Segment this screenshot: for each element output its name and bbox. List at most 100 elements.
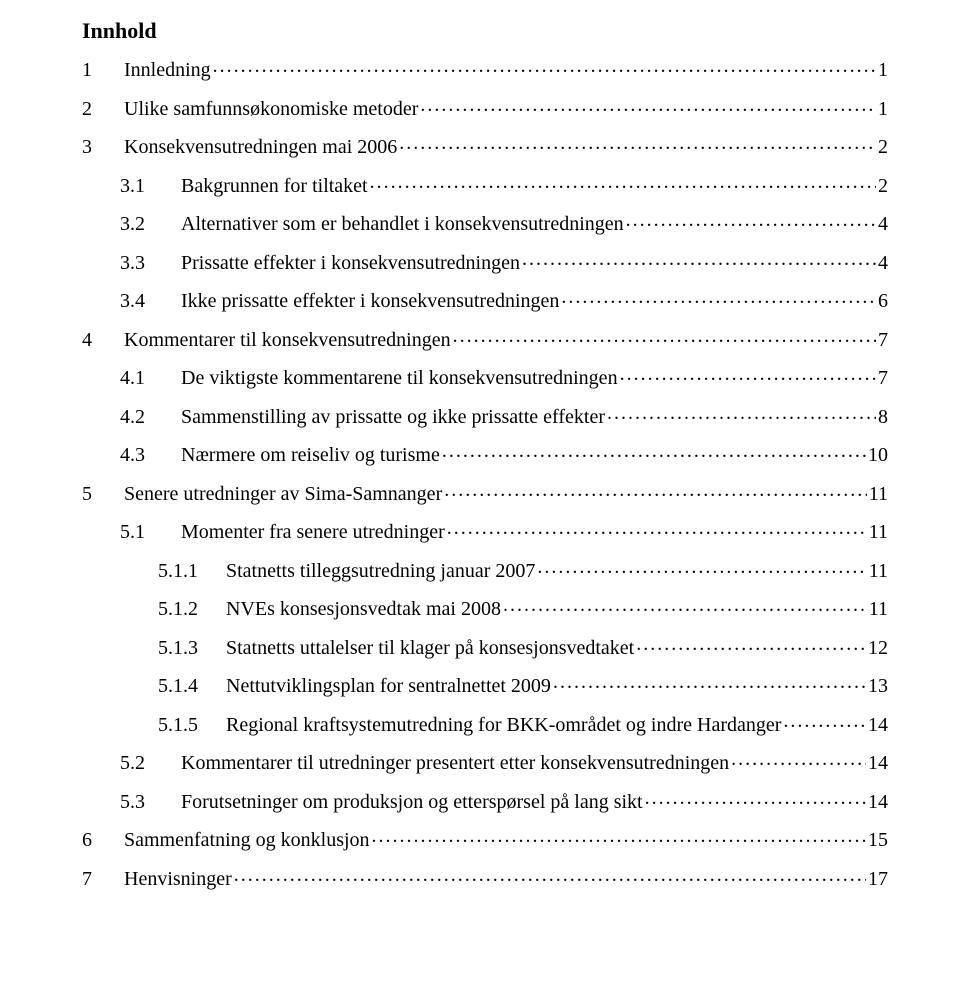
- toc-leader-dots: [453, 326, 876, 346]
- toc-entry-page: 12: [868, 638, 888, 658]
- toc-entry-number: 3: [82, 137, 92, 157]
- toc-entry-label: Statnetts tilleggsutredning januar 2007: [226, 561, 535, 581]
- toc-entry-label: Statnetts uttalelser til klager på konse…: [226, 638, 634, 658]
- toc-entry-number: 5.1.2: [158, 599, 198, 619]
- toc-leader-dots: [447, 518, 867, 538]
- toc-entry: 4.2Sammenstilling av prissatte og ikke p…: [82, 403, 888, 427]
- toc-entry: 5Senere utredninger av Sima-Samnanger 11: [82, 480, 888, 504]
- toc-entry: 3.4 Ikke prissatte effekter i konsekvensu…: [82, 287, 888, 311]
- toc-leader-dots: [444, 480, 867, 500]
- toc-entry-number: 5.1: [120, 522, 145, 542]
- toc-entry-number: 4.2: [120, 407, 145, 427]
- toc-entry-page: 7: [878, 330, 888, 350]
- toc-entry-number: 4.3: [120, 445, 145, 465]
- toc-entry-label: Kommentarer til konsekvensutredningen: [124, 330, 451, 350]
- toc-entry-page: 14: [868, 753, 888, 773]
- toc-leader-dots: [370, 172, 876, 192]
- toc-entry-label: Bakgrunnen for tiltaket: [181, 176, 368, 196]
- toc-entry-page: 14: [868, 792, 888, 812]
- toc-entry-number: 5.1.5: [158, 715, 198, 735]
- toc-entry: 5.2 Kommentarer til utredninger presenter…: [82, 749, 888, 773]
- toc-entry-label: Konsekvensutredningen mai 2006: [124, 137, 397, 157]
- toc-leader-dots: [399, 133, 876, 153]
- toc-entry-label: Forutsetninger om produksjon og etterspø…: [181, 792, 643, 812]
- toc-entry: 5.1.2 NVEs konsesjonsvedtak mai 2008 11: [82, 595, 888, 619]
- toc-entry: 5.1.5 Regional kraftsystemutredning for B…: [82, 711, 888, 735]
- toc-entry-page: 2: [878, 137, 888, 157]
- toc-entry-page: 2: [878, 176, 888, 196]
- toc-entry-page: 15: [868, 830, 888, 850]
- toc-entry-label: Innledning: [124, 60, 211, 80]
- toc-entry-page: 11: [869, 599, 888, 619]
- toc-container: 1Innledning 12Ulike samfunnsøkonomiske m…: [82, 56, 888, 889]
- toc-entry-page: 7: [878, 368, 888, 388]
- toc-entry-number: 1: [82, 60, 92, 80]
- toc-entry-label: Momenter fra senere utredninger: [181, 522, 445, 542]
- toc-entry-label: Prissatte effekter i konsekvensutredning…: [181, 253, 520, 273]
- toc-leader-dots: [620, 364, 876, 384]
- toc-entry-label: NVEs konsesjonsvedtak mai 2008: [226, 599, 501, 619]
- toc-entry: 5.1.4 Nettutviklingsplan for sentralnette…: [82, 672, 888, 696]
- toc-entry-label: Alternativer som er behandlet i konsekve…: [181, 214, 624, 234]
- toc-entry-number: 3.3: [120, 253, 145, 273]
- toc-entry-page: 10: [868, 445, 888, 465]
- toc-leader-dots: [645, 788, 866, 808]
- toc-entry-label: Ikke prissatte effekter i konsekvensutre…: [181, 291, 559, 311]
- toc-entry-label: Regional kraftsystemutredning for BKK-om…: [226, 715, 781, 735]
- toc-entry-page: 4: [878, 253, 888, 273]
- toc-entry-number: 4: [82, 330, 92, 350]
- toc-entry-page: 11: [869, 561, 888, 581]
- toc-leader-dots: [553, 672, 866, 692]
- toc-leader-dots: [503, 595, 867, 615]
- toc-entry-label: Nettutviklingsplan for sentralnettet 200…: [226, 676, 551, 696]
- toc-leader-dots: [234, 865, 866, 885]
- toc-entry: 4.1De viktigste kommentarene til konsekv…: [82, 364, 888, 388]
- toc-entry: 3.2 Alternativer som er behandlet i konse…: [82, 210, 888, 234]
- toc-entry-number: 5.1.3: [158, 638, 198, 658]
- toc-entry: 5.1.1 Statnetts tilleggsutredning januar …: [82, 557, 888, 581]
- toc-entry-number: 5: [82, 484, 92, 504]
- toc-leader-dots: [561, 287, 876, 307]
- toc-entry: 5.1Momenter fra senere utredninger 11: [82, 518, 888, 542]
- toc-entry-number: 6: [82, 830, 92, 850]
- toc-leader-dots: [537, 557, 866, 577]
- toc-entry-number: 3.2: [120, 214, 145, 234]
- toc-entry: 4 Kommentarer til konsekvensutredningen 7: [82, 326, 888, 350]
- toc-leader-dots: [420, 95, 876, 115]
- toc-entry: 4.3 Nærmere om reiseliv og turisme 10: [82, 441, 888, 465]
- toc-entry-page: 6: [878, 291, 888, 311]
- toc-leader-dots: [626, 210, 876, 230]
- toc-title: Innhold: [82, 18, 888, 44]
- toc-entry-page: 1: [878, 99, 888, 119]
- toc-entry-number: 5.1.1: [158, 561, 198, 581]
- toc-entry-label: Kommentarer til utredninger presentert e…: [181, 753, 729, 773]
- toc-entry-label: Ulike samfunnsøkonomiske metoder: [124, 99, 418, 119]
- toc-entry-number: 3.4: [120, 291, 145, 311]
- toc-leader-dots: [213, 56, 876, 76]
- toc-entry: 5.1.3 Statnetts uttalelser til klager på …: [82, 634, 888, 658]
- toc-entry-number: 2: [82, 99, 92, 119]
- toc-entry-number: 4.1: [120, 368, 145, 388]
- toc-entry: 3 Konsekvensutredningen mai 2006 2: [82, 133, 888, 157]
- toc-entry-number: 5.2: [120, 753, 145, 773]
- toc-leader-dots: [607, 403, 876, 423]
- toc-entry: 3.1 Bakgrunnen for tiltaket 2: [82, 172, 888, 196]
- toc-entry: 1Innledning 1: [82, 56, 888, 80]
- toc-entry-number: 3.1: [120, 176, 145, 196]
- toc-leader-dots: [783, 711, 866, 731]
- toc-entry-page: 8: [878, 407, 888, 427]
- toc-leader-dots: [522, 249, 876, 269]
- toc-leader-dots: [372, 826, 866, 846]
- toc-entry: 6 Sammenfatning og konklusjon 15: [82, 826, 888, 850]
- toc-entry-page: 14: [868, 715, 888, 735]
- toc-entry-number: 7: [82, 869, 92, 889]
- toc-entry-page: 11: [869, 484, 888, 504]
- toc-entry-label: Henvisninger: [124, 869, 232, 889]
- toc-entry-page: 13: [868, 676, 888, 696]
- toc-entry-label: Nærmere om reiseliv og turisme: [181, 445, 440, 465]
- toc-entry-label: Sammenfatning og konklusjon: [124, 830, 370, 850]
- toc-entry: 5.3Forutsetninger om produksjon og etter…: [82, 788, 888, 812]
- toc-entry: 7Henvisninger 17: [82, 865, 888, 889]
- toc-entry-number: 5.1.4: [158, 676, 198, 696]
- toc-entry: 2 Ulike samfunnsøkonomiske metoder 1: [82, 95, 888, 119]
